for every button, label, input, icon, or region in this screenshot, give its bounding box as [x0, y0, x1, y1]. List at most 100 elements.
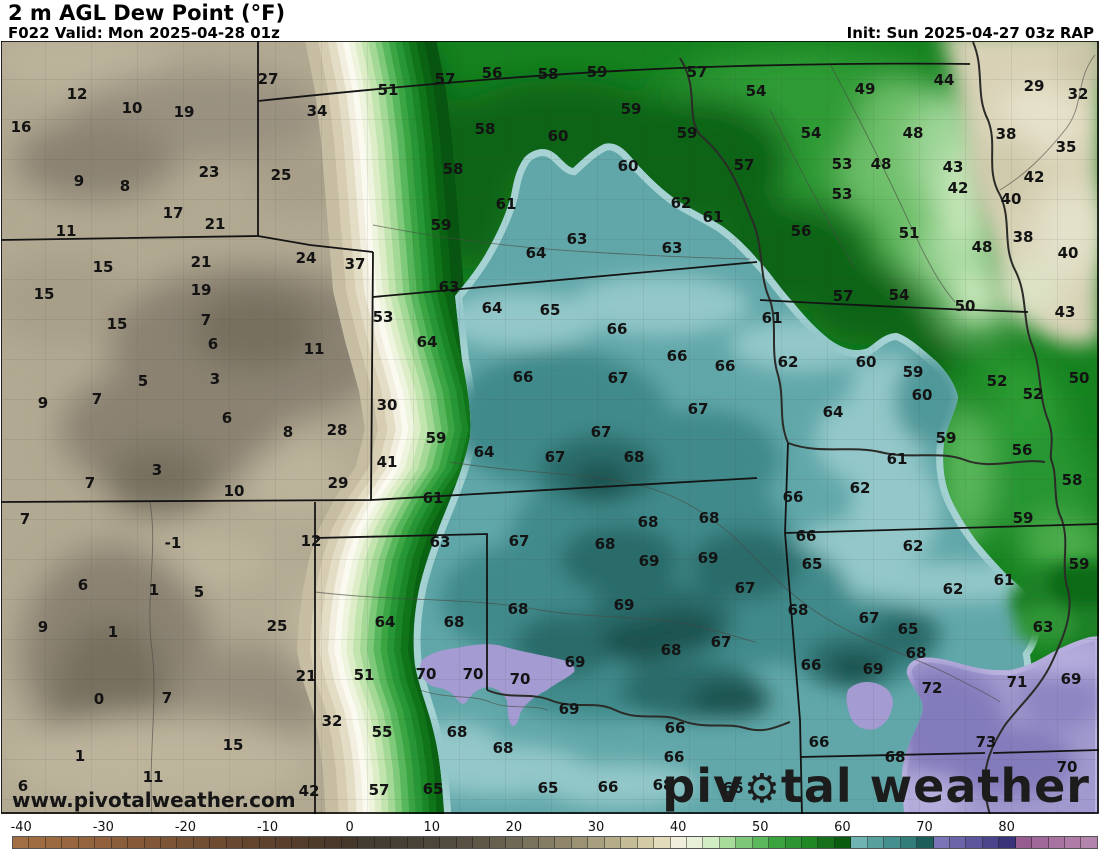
station-value: 57	[833, 287, 854, 305]
watermark-url: www.pivotalweather.com	[12, 788, 296, 812]
station-value: 6	[78, 576, 88, 594]
colorbar-tick: -40	[10, 820, 32, 835]
station-value: 67	[591, 423, 612, 441]
station-value: 69	[565, 653, 586, 671]
station-value: 57	[734, 156, 755, 174]
station-value: 66	[513, 368, 534, 386]
station-value: 59	[936, 429, 957, 447]
station-value: 67	[608, 369, 629, 387]
colorbar-cell	[456, 837, 474, 848]
station-value: 67	[859, 609, 880, 627]
station-value: 38	[1013, 228, 1034, 246]
station-value: 65	[898, 620, 919, 638]
station-value: 15	[223, 736, 244, 754]
station-value: 70	[510, 670, 531, 688]
colorbar-cell	[966, 837, 983, 848]
station-value: 15	[34, 285, 55, 303]
station-value: 28	[327, 421, 348, 439]
colorbar-cell	[999, 837, 1016, 848]
station-value: 7	[162, 689, 172, 707]
colorbar-cell	[95, 837, 112, 848]
station-value: 68	[653, 776, 674, 794]
station-value: 58	[443, 160, 464, 178]
station-value: 23	[199, 163, 220, 181]
station-value: 8	[283, 423, 293, 441]
station-value: 50	[1069, 369, 1090, 387]
station-value: 8	[120, 177, 130, 195]
colorbar-cell	[1048, 837, 1065, 848]
station-value: 41	[377, 453, 398, 471]
gear-icon: ⚙	[743, 766, 781, 812]
colorbar-cell	[1081, 837, 1097, 848]
station-value: 1	[108, 623, 118, 641]
station-value: 19	[174, 103, 195, 121]
station-value: 63	[439, 278, 460, 296]
station-value: 21	[296, 667, 317, 685]
station-value: 59	[587, 63, 608, 81]
colorbar-cell	[588, 837, 605, 848]
forecast-valid-time: F022 Valid: Mon 2025-04-28 01z	[8, 24, 280, 42]
station-value: 21	[205, 215, 226, 233]
station-value: 65	[540, 301, 561, 319]
station-value: 9	[38, 618, 48, 636]
station-value: 1	[149, 581, 159, 599]
colorbar-cell	[1015, 837, 1033, 848]
colorbar-cell	[736, 837, 753, 848]
station-value: 6	[18, 777, 28, 795]
station-value: 69	[559, 700, 580, 718]
station-value: 69	[1061, 670, 1082, 688]
colorbar-cell	[423, 837, 441, 848]
station-value: 12	[67, 85, 88, 103]
station-value: 16	[11, 118, 32, 136]
station-value: 68	[788, 601, 809, 619]
station-value: 10	[224, 482, 245, 500]
colorbar-cell	[851, 837, 868, 848]
station-value: 67	[711, 633, 732, 651]
colorbar-tick: 20	[505, 820, 523, 835]
station-value: 50	[955, 297, 976, 315]
station-value: 69	[863, 660, 884, 678]
station-value: 51	[378, 81, 399, 99]
station-value: 67	[509, 532, 530, 550]
station-value: 56	[1012, 441, 1033, 459]
map-frame	[1, 41, 1099, 814]
station-value: 72	[922, 679, 943, 697]
colorbar	[12, 836, 1098, 849]
station-value: 70	[1057, 758, 1078, 776]
station-value: 11	[143, 768, 164, 786]
colorbar-cell	[111, 837, 129, 848]
station-value: 42	[948, 179, 969, 197]
station-value: 1	[75, 747, 85, 765]
colorbar-cell	[900, 837, 918, 848]
station-value: 35	[1056, 138, 1077, 156]
station-value: 62	[778, 353, 799, 371]
station-value: 60	[618, 157, 639, 175]
station-value: 56	[482, 64, 503, 82]
station-value: 68	[661, 641, 682, 659]
station-value: 71	[1007, 673, 1028, 691]
colorbar-cell	[259, 837, 276, 848]
station-value: 12	[301, 532, 322, 550]
colorbar-cell	[341, 837, 359, 848]
station-value: 68	[447, 723, 468, 741]
station-value: 60	[548, 127, 569, 145]
station-value: 25	[267, 617, 288, 635]
colorbar-cell	[358, 837, 375, 848]
station-value: 57	[435, 70, 456, 88]
station-value: 66	[598, 778, 619, 796]
station-value: 66	[783, 488, 804, 506]
major-rivers	[486, 41, 1071, 814]
colorbar-cell	[1065, 837, 1082, 848]
station-value: 61	[994, 571, 1015, 589]
station-value: 11	[304, 340, 325, 358]
colorbar-cell	[818, 837, 835, 848]
colorbar-tick: 50	[752, 820, 769, 835]
station-value: 54	[746, 82, 767, 100]
colorbar-cell	[62, 837, 79, 848]
colorbar-cell	[308, 837, 326, 848]
colorbar-cell	[686, 837, 704, 848]
station-value: 57	[369, 781, 390, 799]
station-value: 60	[856, 353, 877, 371]
station-value: 7	[85, 474, 95, 492]
station-value: 68	[906, 644, 927, 662]
